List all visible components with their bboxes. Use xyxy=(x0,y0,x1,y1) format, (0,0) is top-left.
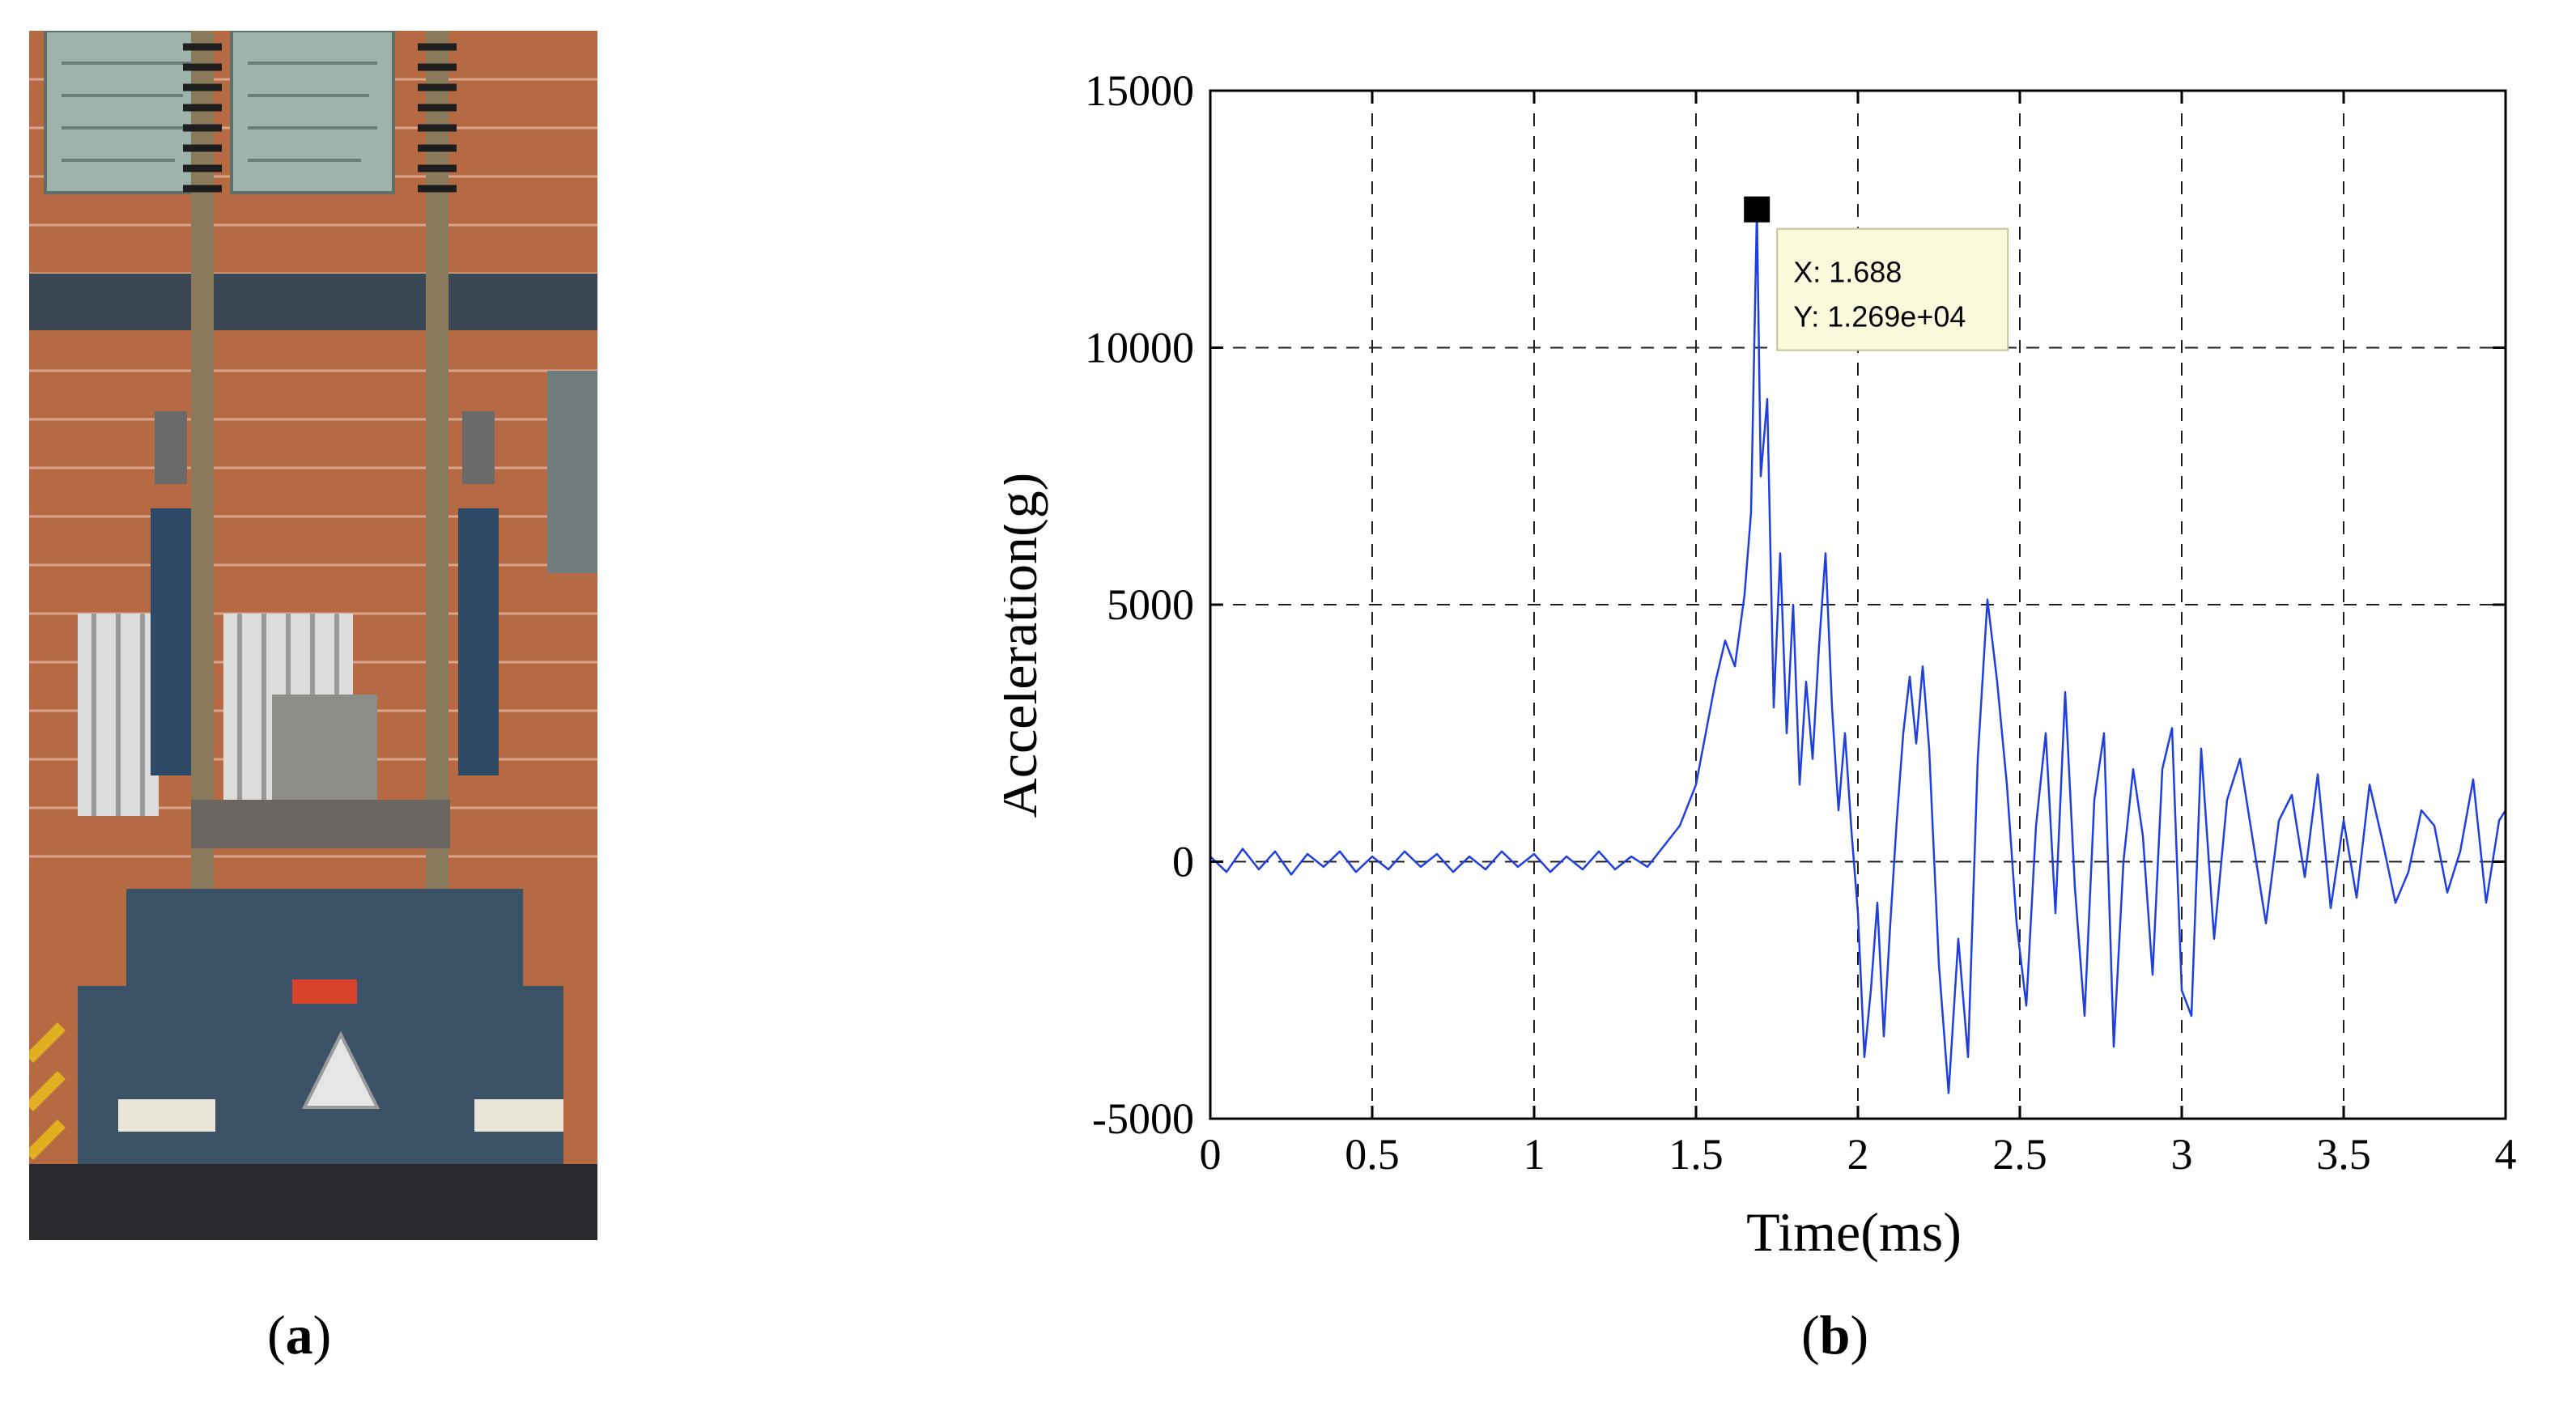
spring-right xyxy=(418,43,457,193)
x-tick-label: 2 xyxy=(1847,1130,1869,1179)
cylinder-left xyxy=(151,508,191,775)
acceleration-series-line xyxy=(1209,208,2507,1094)
data-series xyxy=(1209,208,2507,1094)
cylinder-right xyxy=(458,508,499,775)
machine-base-upper xyxy=(126,889,523,986)
wall-cabinet xyxy=(547,371,597,573)
info-board-right xyxy=(230,31,395,194)
x-tick-label: 4 xyxy=(2495,1130,2517,1179)
x-tick-label: 3.5 xyxy=(2316,1130,2371,1179)
drop-table xyxy=(191,800,450,848)
shock-test-machine-photo xyxy=(29,31,597,1240)
caption-b-close: ) xyxy=(1850,1304,1869,1366)
info-board-left xyxy=(44,31,209,194)
caption-b-open: ( xyxy=(1801,1304,1820,1366)
board-text-lines xyxy=(62,62,377,162)
datatip: X: 1.688 Y: 1.269e+04 xyxy=(1744,196,2009,351)
x-tick-label: 1.5 xyxy=(1668,1130,1724,1179)
spring-left xyxy=(183,43,222,193)
caption-a: (a) xyxy=(267,1303,331,1367)
caption-b-letter: b xyxy=(1819,1304,1851,1366)
nameplate-left xyxy=(118,1099,215,1132)
x-tick-label: 1 xyxy=(1524,1130,1545,1179)
y-tick-label: 0 xyxy=(1172,838,1194,886)
datatip-marker xyxy=(1744,196,1770,223)
overhead-beam xyxy=(29,274,597,330)
warning-sign xyxy=(301,1030,380,1109)
datatip-y-label: Y: 1.269e+04 xyxy=(1793,300,1966,334)
y-tick-label: -5000 xyxy=(1092,1094,1194,1143)
caption-b: (b) xyxy=(1801,1303,1868,1367)
caption-a-open: ( xyxy=(267,1304,286,1366)
datatip-x-label: X: 1.688 xyxy=(1793,256,1902,289)
nameplate-right xyxy=(474,1099,563,1132)
y-tick-label: 15000 xyxy=(1085,66,1194,115)
x-tick-label: 0.5 xyxy=(1345,1130,1400,1179)
x-axis-label: Time(ms) xyxy=(1746,1201,1962,1263)
hazard-stripes xyxy=(29,1022,66,1160)
floor xyxy=(29,1164,597,1240)
test-fixture xyxy=(272,695,377,800)
caption-a-close: ) xyxy=(312,1304,332,1366)
clamp-right xyxy=(462,411,495,484)
x-tick-label: 2.5 xyxy=(1992,1130,2047,1179)
x-tick-label: 3 xyxy=(2171,1130,2193,1179)
y-axis-label: Acceleration(g) xyxy=(1004,473,1048,818)
datatip-box xyxy=(1776,227,2009,351)
caption-a-letter: a xyxy=(285,1304,313,1366)
x-tick-label: 0 xyxy=(1200,1130,1222,1179)
y-tick-label: 10000 xyxy=(1085,324,1194,372)
red-control-box xyxy=(292,979,357,1004)
clamp-left xyxy=(155,411,187,484)
y-tick-label: 5000 xyxy=(1107,580,1194,629)
axes xyxy=(1209,89,2507,1120)
